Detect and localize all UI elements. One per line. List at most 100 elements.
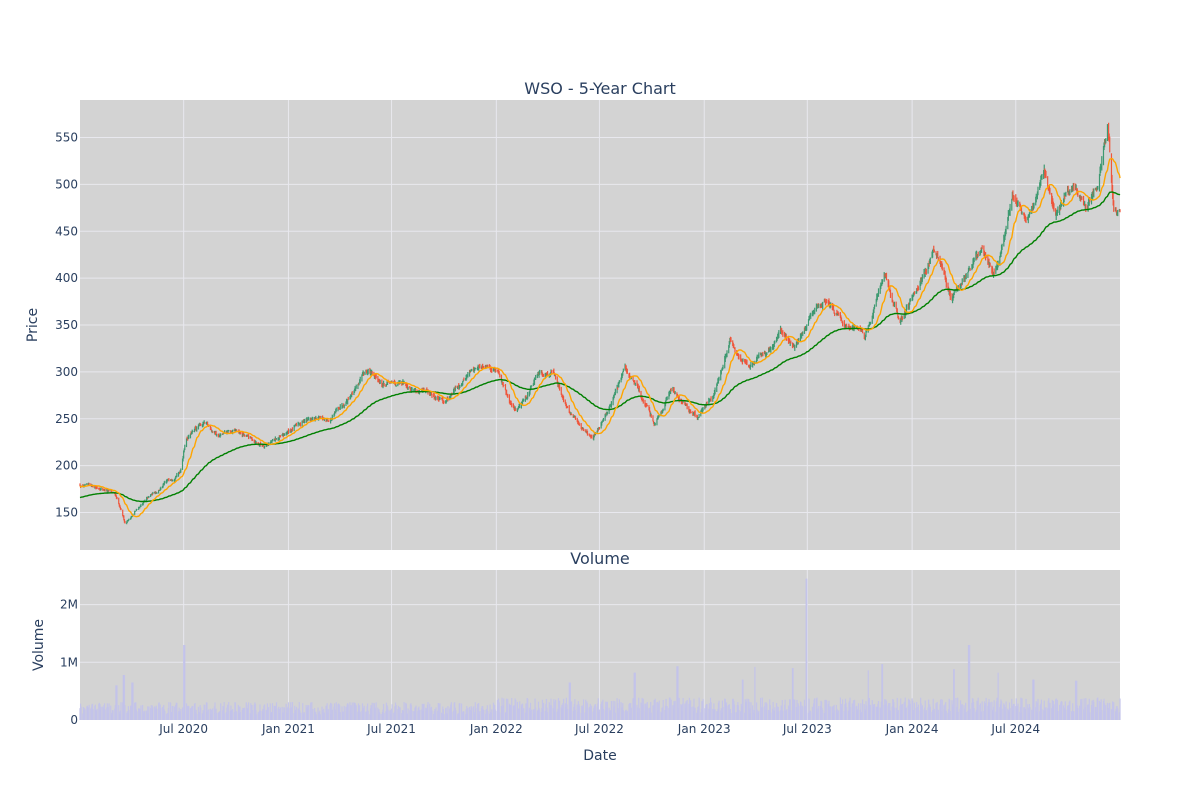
- volume-bar: [1009, 708, 1011, 720]
- volume-bar: [148, 706, 150, 720]
- volume-bar: [610, 701, 612, 720]
- volume-bar: [1020, 697, 1022, 720]
- volume-bar: [871, 700, 873, 720]
- volume-bar: [562, 698, 565, 720]
- x-tick-label: Jul 2022: [574, 722, 624, 736]
- volume-bar: [638, 708, 640, 720]
- volume-bar: [511, 698, 513, 720]
- volume-bar: [232, 709, 234, 720]
- volume-bar: [857, 703, 860, 720]
- volume-bar: [539, 709, 541, 720]
- volume-bar: [905, 707, 908, 720]
- volume-bar: [722, 707, 724, 720]
- volume-bar: [794, 699, 796, 720]
- volume-bar: [1085, 698, 1087, 720]
- volume-bar: [158, 702, 160, 720]
- volume-bar: [634, 672, 636, 720]
- volume-bar: [214, 702, 216, 720]
- volume-y-tick-label: 1M: [60, 655, 78, 669]
- volume-bar: [136, 711, 138, 720]
- volume-bar: [132, 682, 134, 720]
- volume-bar: [917, 704, 919, 720]
- volume-bar: [399, 707, 401, 720]
- price-y-tick-label: 250: [55, 412, 78, 426]
- volume-bar: [303, 712, 306, 720]
- volume-y-tick-label: 2M: [60, 598, 78, 612]
- volume-bar: [407, 708, 409, 720]
- volume-bar: [475, 708, 477, 720]
- volume-bar: [933, 708, 935, 720]
- volume-bar: [123, 675, 126, 720]
- volume-bar: [873, 704, 876, 720]
- tick-labels: Jul 2020 Jan 2021 Jul 2021 Jan 2022 Jul 2022…: [55, 131, 1040, 737]
- volume-bar: [350, 705, 352, 720]
- volume-bar: [808, 698, 810, 720]
- price-y-tick-label: 550: [55, 131, 78, 145]
- volume-bar: [250, 703, 252, 720]
- volume-bar: [1113, 702, 1115, 720]
- volume-bar: [519, 701, 521, 720]
- volume-bar: [913, 702, 915, 720]
- volume-bar: [574, 709, 577, 720]
- volume-bar: [323, 712, 325, 720]
- volume-axis-label: Volume: [31, 619, 47, 671]
- volume-bar: [977, 697, 979, 720]
- volume-bar: [834, 710, 836, 720]
- volume-bar: [192, 706, 194, 720]
- volume-bar: [860, 703, 862, 720]
- volume-bar: [147, 706, 149, 720]
- volume-bar: [435, 707, 437, 720]
- volume-bar: [169, 702, 172, 720]
- volume-bar: [1029, 707, 1031, 720]
- volume-bar: [140, 705, 142, 720]
- volume-bar: [642, 698, 644, 720]
- volume-bar: [957, 697, 959, 720]
- volume-bar: [466, 706, 468, 720]
- volume-bar: [853, 699, 856, 720]
- volume-bar: [224, 713, 226, 720]
- volume-bar: [993, 700, 995, 720]
- volume-bar: [363, 705, 365, 720]
- volume-bar: [658, 700, 660, 720]
- volume-bar: [961, 704, 963, 720]
- volume-bar: [359, 711, 361, 720]
- volume-bar: [698, 697, 700, 720]
- volume-bar: [718, 700, 720, 720]
- volume-bar: [850, 707, 852, 720]
- volume-bar: [969, 708, 971, 720]
- volume-bar: [738, 710, 740, 720]
- volume-bar: [774, 707, 776, 720]
- volume-bar: [726, 705, 728, 720]
- volume-bar: [431, 710, 433, 720]
- volume-bar: [766, 703, 768, 720]
- volume-bar: [790, 710, 792, 720]
- volume-bar: [212, 708, 214, 720]
- price-y-tick-label: 150: [55, 506, 78, 520]
- volume-bar: [949, 710, 951, 720]
- volume-bar: [516, 701, 519, 720]
- volume-bar: [498, 702, 500, 720]
- volume-bar: [287, 702, 290, 720]
- volume-bar: [1098, 700, 1101, 720]
- volume-bar: [885, 701, 888, 720]
- volume-bar: [758, 710, 760, 720]
- x-tick-label: Jul 2023: [782, 722, 832, 736]
- volume-bar: [1073, 711, 1075, 720]
- volume-bar: [405, 703, 407, 720]
- volume-bar: [569, 682, 571, 720]
- volume-bar: [674, 700, 676, 720]
- volume-bar: [1061, 701, 1063, 720]
- volume-bar: [460, 703, 463, 720]
- price-y-tick-label: 450: [55, 224, 78, 238]
- x-tick-label: Jul 2024: [990, 722, 1040, 736]
- volume-bar: [877, 701, 880, 720]
- volume-bar: [750, 702, 752, 720]
- volume-bar: [467, 707, 469, 720]
- volume-bar: [335, 702, 337, 720]
- volume-bar: [377, 707, 379, 720]
- volume-bar: [730, 713, 732, 720]
- volume-bar: [491, 709, 493, 720]
- volume-bar: [622, 710, 624, 720]
- x-tick-label: Jul 2020: [158, 722, 208, 736]
- volume-bar: [792, 668, 794, 720]
